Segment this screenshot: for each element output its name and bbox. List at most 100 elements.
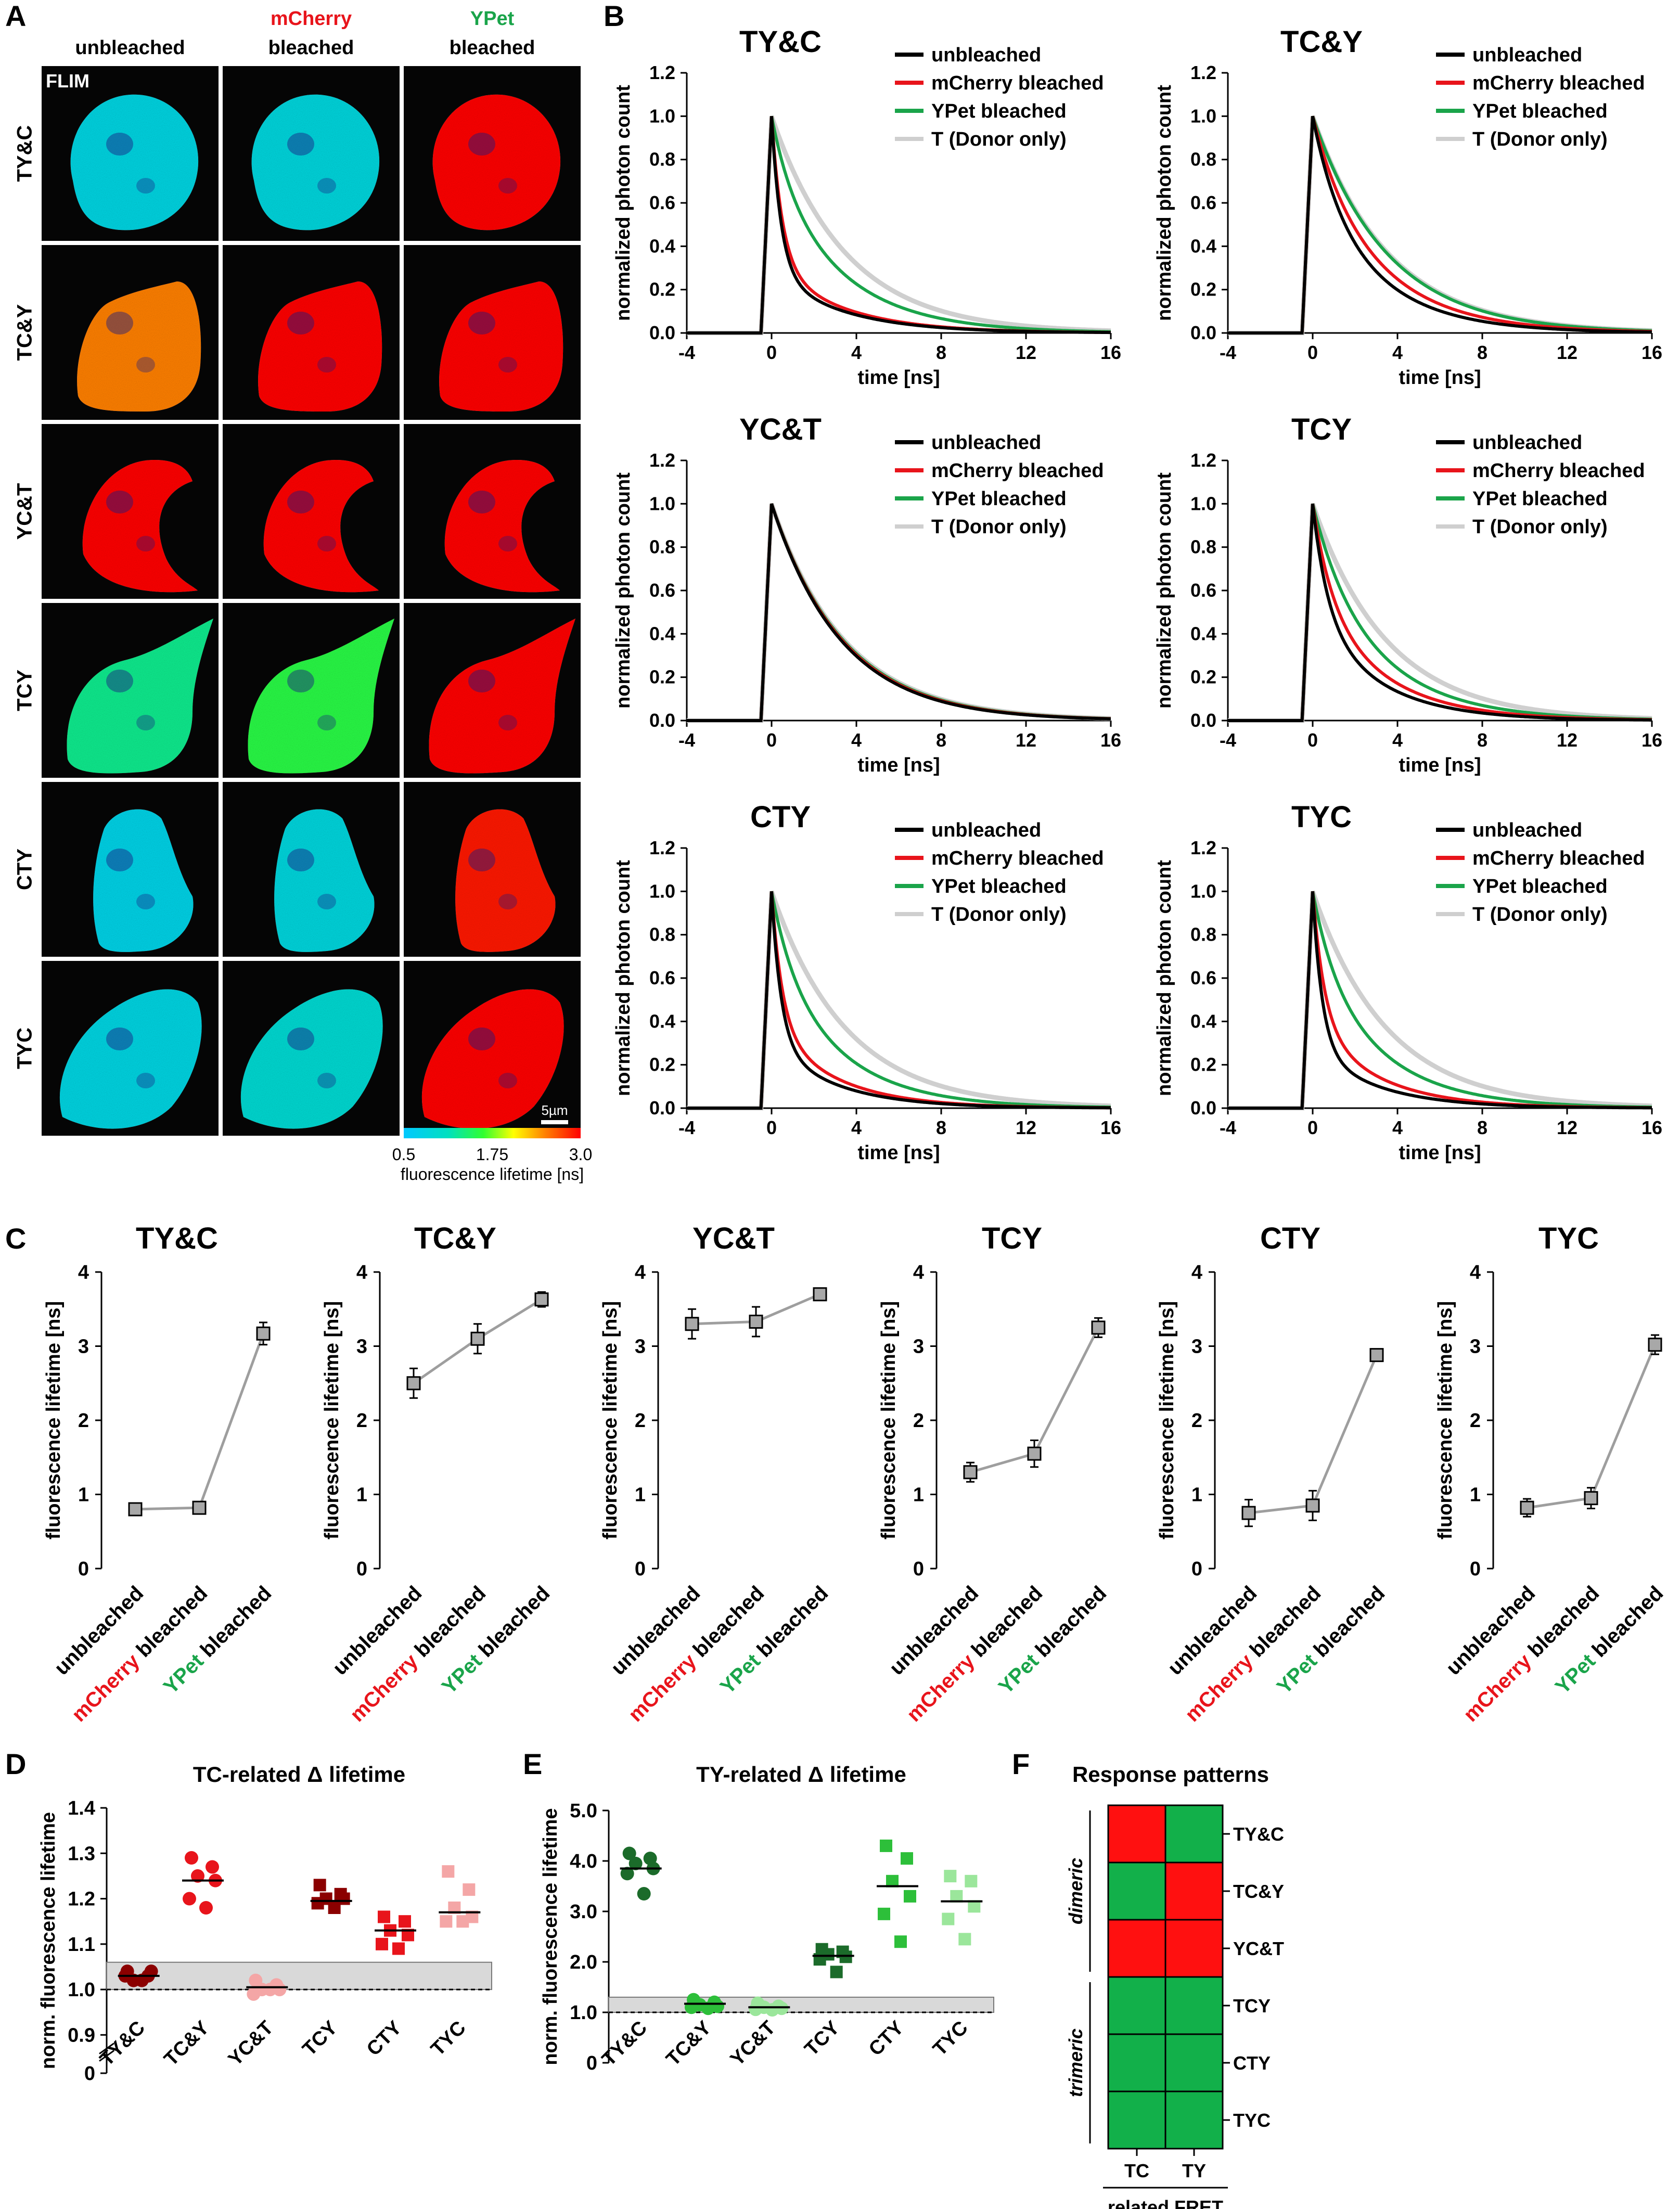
heatmap-cell [1164,2090,1224,2150]
chart-title: TC&Y [1280,25,1363,59]
cell-shape [70,94,199,230]
data-point [958,1933,971,1946]
reference-band [608,1996,994,2013]
row-label: TY&C [1233,1823,1284,1845]
y-axis-label: norm. fluorescence lifetime [540,1808,561,2065]
group-label: trimeric [1065,2028,1086,2097]
x-tick-label: -4 [678,1117,695,1138]
y-axis-label: fluorescence lifetime [ns] [321,1301,343,1539]
x-tick-label: 8 [936,729,946,751]
column-label: TC [1124,2160,1149,2181]
cell-shape [67,619,213,774]
nucleolus [136,178,155,194]
y-tick-label: 0.2 [1190,279,1216,300]
data-point [185,1851,198,1865]
x-tick-label: 8 [1477,342,1487,363]
nucleolus [287,1028,314,1050]
y-tick-label: 1 [635,1484,646,1506]
nucleolus [498,715,517,730]
row-label: CTY [14,849,36,890]
y-tick-label: 0.2 [1190,1054,1216,1075]
data-point [144,1964,158,1979]
x-tick-label: 12 [1557,1117,1578,1138]
x-tick-label: 16 [1641,729,1662,751]
data-point [183,1892,196,1906]
y-tick-label: 4.0 [570,1851,597,1872]
x-tick-label: 4 [851,729,862,751]
data-point [765,2003,779,2017]
nucleolus [136,357,155,373]
row-label: TYC [1233,2110,1271,2131]
legend-label: unbleached [1472,819,1582,841]
y-tick-label: 0.4 [1190,1010,1216,1032]
heatmap-cell [1164,2033,1224,2092]
data-point [904,1890,916,1903]
data-point [894,1935,907,1948]
chart-title: TY&C [136,1222,218,1255]
category-label-rest: bleached [196,1582,276,1662]
group-label: dimeric [1065,1858,1086,1924]
y-tick-label: 1.0 [1190,105,1216,126]
data-point [878,1907,890,1920]
y-axis-label: normalized photon count [612,860,634,1096]
legend-label: T (Donor only) [931,516,1067,538]
category-label: YPet bleached [159,1582,276,1698]
y-tick-label: 0.6 [649,967,675,988]
decay-chart: 0.0 0.2 0.4 0.6 0.8 1.0 1.2 -4 0 4 8 12 16 time [ns] n… [1153,25,1662,389]
data-point [749,2002,763,2017]
colorbar-min: 0.5 [392,1145,415,1164]
lifetime-point [534,1292,549,1307]
panel-a-flim-images: unbleached mCherry bleached YPet bleached TY&… [14,8,593,1184]
y-tick-label: 0.6 [1190,580,1216,601]
chart-title: TC&Y [414,1222,496,1255]
data-point [685,2000,698,2014]
category-label: TC&Y [662,2017,716,2071]
x-tick-label: 16 [1641,342,1662,363]
data-point [328,1902,341,1914]
heatmap-cell [1107,1861,1166,1921]
reference-band [106,1961,492,1990]
y-tick-label: 0.6 [1190,192,1216,213]
panel-b-decay-curves: 0.0 0.2 0.4 0.6 0.8 1.0 1.2 -4 0 4 8 12 16 time [ns] n… [612,25,1662,1164]
flim-cell-image [42,961,219,1136]
lifetime-point [128,1502,143,1517]
chart-title: TY-related Δ lifetime [696,1762,906,1787]
legend-label: YPet bleached [1472,876,1608,897]
decay-series-line [1228,115,1652,335]
legend-label: T (Donor only) [931,129,1067,150]
lifetime-point [1369,1348,1384,1363]
data-point [311,1897,324,1910]
y-tick-label: 1 [1470,1484,1481,1506]
x-tick-label: 4 [851,1117,862,1138]
y-tick-label: 1.0 [570,2002,597,2024]
lifetime-line [135,1333,265,1511]
scatter-chart: TY-related Δ lifetime 0 1.0 2.0 3.0 4.0 5.0 nor… [540,1762,994,2074]
y-tick-label: 2.0 [570,1951,597,1973]
category-label-rest: bleached [1310,1582,1390,1662]
cell-shape [258,281,382,412]
y-tick-label: 0.0 [649,710,675,731]
heatmap-cell [1107,1976,1166,2035]
chart-title: YC&T [692,1222,775,1255]
x-tick-label: 8 [936,1117,946,1138]
y-tick-label: 1.0 [68,1979,95,2001]
panel-e-ty-delta-lifetime: TY-related Δ lifetime 0 1.0 2.0 3.0 4.0 5.0 nor… [540,1762,994,2074]
data-point [313,1879,326,1892]
decay-chart: 0.0 0.2 0.4 0.6 0.8 1.0 1.2 -4 0 4 8 12 16 time [ns] n… [612,800,1121,1164]
y-tick-label: 4 [635,1262,646,1283]
category-label: CTY [865,2017,908,2060]
y-tick-label: 0.6 [649,192,675,213]
panel-letter-a: A [5,0,26,32]
panel-letter-e: E [523,1748,542,1780]
nucleolus [136,536,155,551]
y-tick-label: 0.0 [1190,710,1216,731]
category-label: YPet bleached [716,1582,832,1698]
nucleolus [468,133,495,156]
x-tick-label: 12 [1557,729,1578,751]
nucleolus [106,1028,133,1050]
flim-cell-image [42,782,219,957]
heatmap-cell [1107,2033,1166,2092]
